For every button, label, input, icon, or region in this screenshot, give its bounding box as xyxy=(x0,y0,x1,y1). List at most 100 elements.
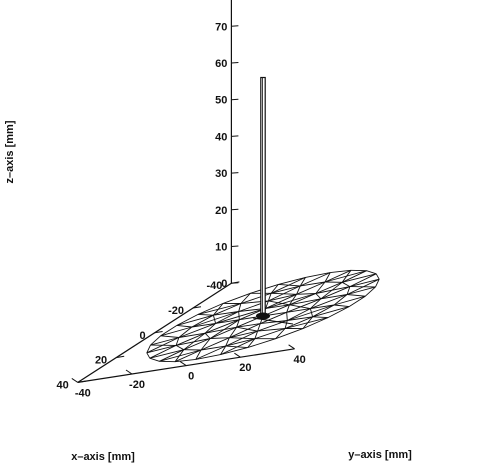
mesh-edge xyxy=(149,344,177,359)
z-tick-mark xyxy=(231,245,239,247)
mesh-edge xyxy=(247,338,256,348)
mesh-edge xyxy=(220,347,248,356)
mesh-edge xyxy=(289,298,321,306)
mesh-edge xyxy=(178,326,193,338)
mesh-edge xyxy=(289,293,316,306)
mesh-edge xyxy=(178,332,206,338)
mesh-edge xyxy=(222,292,251,304)
mesh-edge xyxy=(296,285,301,295)
mesh-edge xyxy=(312,316,328,319)
mesh-edge xyxy=(150,337,180,346)
mesh-edge xyxy=(191,314,214,328)
mesh-edge xyxy=(349,273,377,288)
mesh-edge xyxy=(296,293,316,295)
mesh-edge xyxy=(160,325,178,337)
mesh-edge xyxy=(302,317,329,330)
mesh-edge xyxy=(229,323,261,339)
y-tick-label: 0 xyxy=(188,371,194,383)
y-tick-label: -20 xyxy=(129,379,145,391)
mesh-edge xyxy=(205,326,237,334)
y-tick-label: -40 xyxy=(75,387,91,399)
x-tick-label: -20 xyxy=(168,305,184,317)
feed-strip xyxy=(252,317,294,325)
z-tick-mark xyxy=(231,25,239,27)
mesh-edge xyxy=(341,270,352,283)
mesh-edge xyxy=(342,273,377,283)
z-axis-label: z–axis [mm] xyxy=(4,120,16,183)
mesh-edge xyxy=(347,294,366,297)
feed-point xyxy=(256,312,270,320)
mesh-edge xyxy=(204,319,240,334)
mesh-edge xyxy=(146,337,180,354)
mesh-edge xyxy=(238,311,240,320)
mesh-edge xyxy=(175,358,196,363)
mesh-edge xyxy=(310,294,348,310)
mesh-edge xyxy=(229,326,237,338)
mesh-edge xyxy=(150,335,162,346)
mesh-edge xyxy=(160,335,179,338)
mesh-edge xyxy=(275,328,304,340)
mesh-edge xyxy=(320,286,351,300)
mesh-edge xyxy=(200,338,211,351)
z-tick-label: 60 xyxy=(215,58,227,70)
mesh-edge xyxy=(270,284,279,294)
mesh-edge xyxy=(175,345,185,351)
mesh-edge xyxy=(278,276,306,285)
x-tick-mark xyxy=(77,380,86,383)
mesh-edge xyxy=(305,272,331,278)
mesh-edge xyxy=(191,311,239,328)
z-tick-mark xyxy=(231,208,239,211)
mesh-edge xyxy=(178,322,216,338)
mesh-edge xyxy=(176,324,192,328)
mesh-edge xyxy=(254,330,259,339)
y-tick-label: 40 xyxy=(293,354,305,366)
mesh-edge xyxy=(330,269,351,274)
z-tick-label: 70 xyxy=(215,21,227,33)
z-tick-label: 10 xyxy=(215,242,227,254)
mesh-edge xyxy=(300,272,331,287)
mesh-edge xyxy=(284,317,329,329)
mesh-edge xyxy=(195,345,226,360)
mesh-edge xyxy=(348,295,366,307)
mesh-edge xyxy=(287,316,313,321)
y-tick-mark xyxy=(125,369,133,375)
mesh-edge xyxy=(183,338,211,351)
mesh-edge xyxy=(146,352,151,359)
mesh-edge xyxy=(265,304,290,309)
mesh-edge xyxy=(271,292,297,295)
y-axis-label: y–axis [mm] xyxy=(348,449,412,461)
mesh-edge xyxy=(204,332,211,339)
tick-labels: 0102030405060708090-40-2002040-40-200204… xyxy=(57,21,306,399)
mesh-edge xyxy=(310,298,322,309)
mesh-edge xyxy=(159,349,184,362)
mesh-edge xyxy=(174,349,185,362)
mesh-edge xyxy=(209,319,240,339)
mesh-edge xyxy=(149,357,160,362)
mesh-edge xyxy=(146,344,151,353)
mesh-edge xyxy=(260,320,288,325)
mesh-edge xyxy=(176,314,199,326)
mesh-edge xyxy=(215,311,239,324)
mesh-edge xyxy=(174,349,202,363)
mesh-edge xyxy=(236,323,261,328)
mesh-edge xyxy=(204,323,216,334)
mesh-edge xyxy=(375,279,380,288)
mesh-edge xyxy=(349,278,380,288)
mesh-edge xyxy=(324,270,367,283)
mesh-edge xyxy=(333,294,348,306)
mesh-edge xyxy=(254,328,286,340)
mesh-edge xyxy=(176,314,214,326)
mesh-edge xyxy=(333,295,366,306)
mesh-edge xyxy=(236,326,258,332)
mesh-edge xyxy=(296,281,326,295)
z-tick-label: 20 xyxy=(215,205,227,217)
mesh-edge xyxy=(240,292,272,304)
mesh-edge xyxy=(195,354,221,360)
mesh-edge xyxy=(265,300,269,309)
mesh-edge xyxy=(286,304,290,313)
x-tick-mark xyxy=(231,281,240,284)
y-tick-mark xyxy=(179,361,187,367)
mesh-edge xyxy=(149,349,184,359)
x-tick-label: -40 xyxy=(206,280,222,292)
z-tick-label: 30 xyxy=(215,168,227,180)
